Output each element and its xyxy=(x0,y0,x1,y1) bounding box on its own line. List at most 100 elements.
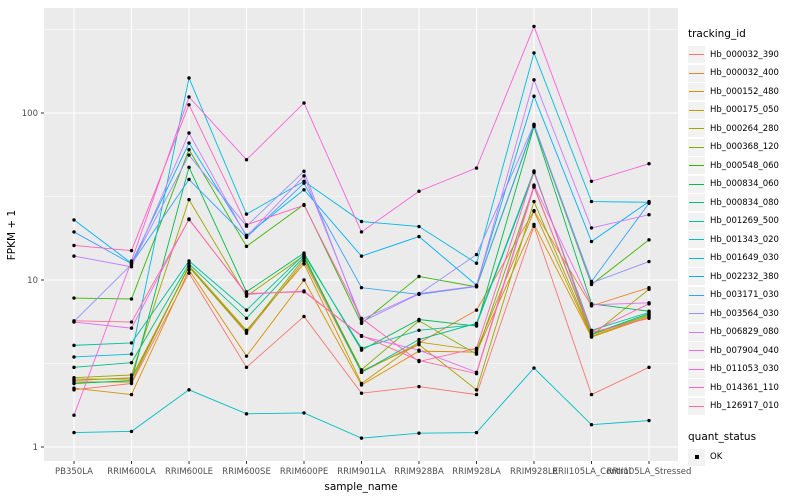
data-point xyxy=(417,384,421,389)
legend-color-line xyxy=(689,257,704,259)
legend-color-line xyxy=(689,109,704,111)
legend-key-line-icon xyxy=(688,83,705,100)
legend-item: Hb_000834_060 xyxy=(688,175,798,193)
data-point xyxy=(72,355,76,359)
data-point xyxy=(359,370,364,375)
data-point xyxy=(302,290,306,294)
data-point xyxy=(187,141,191,145)
data-point xyxy=(359,285,364,290)
data-point xyxy=(187,388,191,392)
legend-point-marker xyxy=(694,455,699,459)
data-point xyxy=(647,201,651,205)
legend-key-line-icon xyxy=(688,46,705,63)
data-point xyxy=(474,388,479,392)
legend-key-line-icon xyxy=(688,286,705,304)
data-point xyxy=(72,343,76,348)
data-point xyxy=(417,348,421,352)
data-point xyxy=(187,268,191,272)
x-tick-label: RRIM600SE xyxy=(222,467,271,477)
y-axis-title: FPKM + 1 xyxy=(6,210,18,260)
data-point xyxy=(244,316,249,320)
x-tick-label: RRIM928BA xyxy=(394,467,444,477)
legend-title-quant-status: quant_status xyxy=(688,430,757,443)
data-point xyxy=(187,197,191,202)
x-axis-title: sample_name xyxy=(324,481,397,493)
legend-key-line-icon xyxy=(688,231,705,248)
legend-item-label: Hb_011053_030 xyxy=(710,364,779,374)
data-point xyxy=(302,314,306,319)
data-point xyxy=(244,330,249,334)
data-point xyxy=(244,365,249,370)
x-tick-label: RRIM901LA xyxy=(337,467,386,477)
legend-item-label: Hb_003564_030 xyxy=(710,308,779,319)
legend-color-line xyxy=(689,128,704,130)
legend-title-tracking-id: tracking_id xyxy=(688,28,746,40)
data-point xyxy=(302,259,306,263)
data-point xyxy=(532,170,536,174)
legend-item: Hb_126917_010 xyxy=(688,397,798,415)
data-point xyxy=(532,78,536,82)
data-point xyxy=(474,166,479,170)
data-point xyxy=(187,147,191,152)
data-point xyxy=(589,392,594,397)
data-point xyxy=(532,24,536,29)
data-point xyxy=(647,310,651,315)
data-point xyxy=(244,308,249,312)
data-point xyxy=(244,212,249,216)
data-point xyxy=(474,261,479,265)
data-point xyxy=(72,243,76,248)
legend-item-label: Hb_000368_120 xyxy=(710,142,779,152)
data-point xyxy=(532,94,536,98)
data-point xyxy=(647,418,651,423)
legend-item: Hb_006829_080 xyxy=(688,323,798,341)
y-tick-label: 10 xyxy=(27,276,38,286)
data-point xyxy=(129,352,134,356)
legend-key-line-icon xyxy=(688,249,705,267)
data-point xyxy=(589,330,594,335)
data-point xyxy=(187,131,191,135)
data-point xyxy=(72,218,76,222)
data-point xyxy=(72,413,76,417)
data-point xyxy=(129,373,134,377)
data-point xyxy=(187,217,191,222)
data-point xyxy=(359,316,364,320)
legend-item-label: Hb_000152_480 xyxy=(710,86,779,97)
data-point xyxy=(532,209,536,213)
data-point xyxy=(129,259,134,263)
x-tick-label: RRIM928LA xyxy=(452,467,501,477)
data-point xyxy=(129,429,134,434)
legend-item-label: Hb_000175_050 xyxy=(710,105,779,115)
data-point xyxy=(187,103,191,107)
data-point xyxy=(359,333,364,338)
data-point xyxy=(72,319,76,323)
data-point xyxy=(359,391,364,395)
data-point xyxy=(302,262,306,266)
data-point xyxy=(302,252,306,257)
data-point xyxy=(589,422,594,427)
legend-item: Hb_003564_030 xyxy=(688,305,798,322)
data-point xyxy=(129,341,134,345)
legend-item: Hb_014361_110 xyxy=(688,379,798,396)
data-point xyxy=(187,177,191,182)
data-point xyxy=(417,189,421,193)
data-point xyxy=(187,271,191,275)
legend-color-line xyxy=(689,91,704,93)
legend-item-label: Hb_000032_400 xyxy=(710,68,779,78)
legend-key-line-icon xyxy=(688,342,705,359)
data-point xyxy=(302,169,306,173)
legend-key-line-icon xyxy=(688,138,705,156)
data-point xyxy=(359,368,364,372)
data-point xyxy=(72,386,76,390)
data-point xyxy=(72,296,76,300)
data-point xyxy=(589,199,594,204)
legend-color-line xyxy=(689,405,704,407)
y-tick-label: 1 xyxy=(33,443,38,453)
data-point xyxy=(129,378,134,383)
legend-color-line xyxy=(689,165,704,167)
legend-key-line-icon xyxy=(688,379,705,396)
data-point xyxy=(474,322,479,327)
data-point xyxy=(532,51,536,55)
data-point xyxy=(72,230,76,234)
data-point xyxy=(187,265,191,269)
